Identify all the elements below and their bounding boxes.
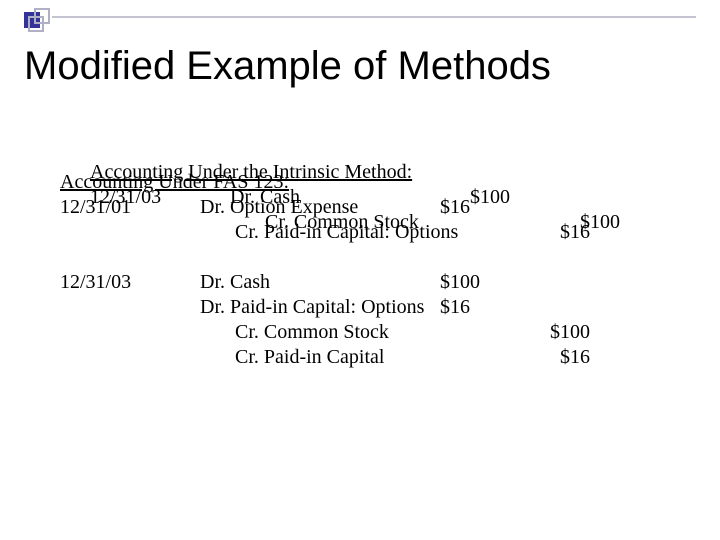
intrinsic-r2-account: Cr. Common Stock [265, 210, 545, 235]
intrinsic-heading: Accounting Under the Intrinsic Method: [90, 160, 412, 185]
slide: Modified Example of Methods Accounting U… [0, 0, 720, 540]
layer-intrinsic: Accounting Under the Intrinsic Method: 1… [90, 160, 690, 235]
intrinsic-r1-date: 12/31/03 [90, 185, 200, 210]
fas123-r5-amt2: $100 [520, 320, 590, 345]
deco-square-outline-2 [28, 16, 44, 32]
intrinsic-r1-account: Dr. Cash [230, 185, 510, 210]
fas123-r3-amt1: $100 [440, 270, 510, 295]
top-rule [52, 16, 696, 18]
intrinsic-r2-amt2: $100 [550, 210, 620, 235]
fas123-r3-account: Dr. Cash [200, 270, 480, 295]
fas123-r6-amt2: $16 [520, 345, 590, 370]
fas123-r4-amt1: $16 [440, 295, 510, 320]
fas123-r3-date: 12/31/03 [60, 270, 170, 295]
fas123-r4-account: Dr. Paid-in Capital: Options [200, 295, 480, 320]
fas123-r5-account: Cr. Common Stock [235, 320, 515, 345]
fas123-r6-account: Cr. Paid-in Capital [235, 345, 515, 370]
intrinsic-r1-amt1: $100 [470, 185, 540, 210]
slide-title: Modified Example of Methods [24, 44, 696, 89]
